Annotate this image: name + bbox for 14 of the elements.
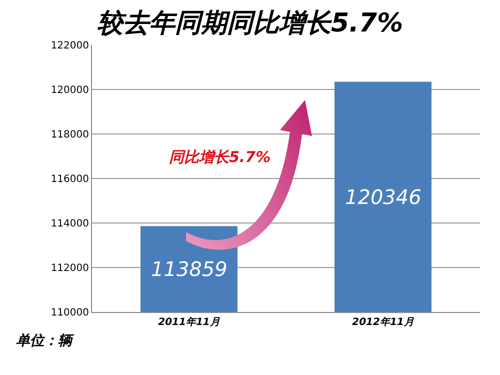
y-tick-label: 118000 (50, 130, 89, 140)
y-tick-label: 122000 (50, 40, 89, 52)
y-tick-label: 114000 (50, 218, 89, 230)
y-tick-label: 112000 (50, 263, 89, 274)
data-label: 120346 (345, 185, 422, 209)
chart-title: 较去年同期同比增长5.7% (96, 8, 404, 38)
y-tick-label: 120000 (50, 85, 89, 96)
text: 单位：辆 (16, 333, 75, 349)
y-tick-label: 110000 (50, 308, 89, 318)
x-tick-label: 2011年11月 (158, 316, 220, 328)
data-label: 113859 (151, 257, 228, 281)
annotation: 同比增长5.7% (169, 148, 271, 166)
x-tick-label: 2012年11月 (352, 316, 414, 328)
y-tick-label: 116000 (50, 174, 89, 185)
